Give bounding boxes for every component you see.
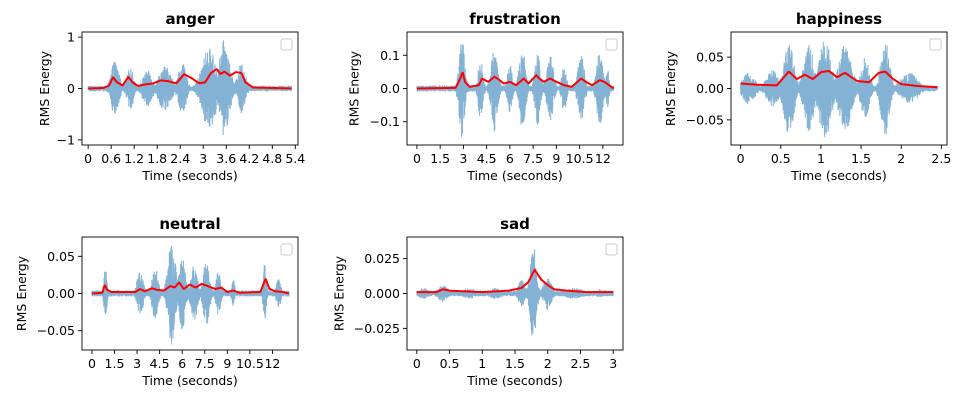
x-tick-label: 6 [178,356,186,371]
rms-line [91,278,290,295]
rms-line [416,268,614,294]
waveform-series [91,245,290,345]
x-tick-label: 2 [897,151,905,166]
subplot-title: happiness [796,10,882,28]
rms-line [740,69,938,89]
y-tick-label: 0.00 [47,286,75,301]
x-tick-label: 1.5 [851,151,871,166]
x-tick-label: 0.5 [771,151,791,166]
x-axis-label: Time (seconds) [466,168,562,183]
x-tick-label: 4.2 [239,151,259,166]
x-axis-label: Time (seconds) [790,168,886,183]
y-axis-label: RMS Energy [14,255,29,331]
legend-box [605,243,618,256]
x-tick-label: 3 [133,356,141,371]
x-tick-label: 4.5 [150,356,170,371]
x-tick-label: 0 [737,151,745,166]
x-tick-label: 6 [506,151,514,166]
x-tick-label: 7.5 [523,151,543,166]
subplot-frustration: 0 1.5 3 4.5 6 7.5 9 10.5 12 −0.1 0.0 0.1 frustration… [347,10,624,183]
rms-line [87,68,292,90]
x-axis-label: Time (seconds) [466,373,562,388]
x-tick-label: 2.5 [571,356,591,371]
y-tick-label: 1 [67,30,75,45]
y-tick-label: 0.05 [696,50,724,65]
subplot-neutral: 0 1.5 3 4.5 6 7.5 9 10.5 12 −0.05 0.00 0.05 neutral T… [14,215,299,388]
x-tick-label: 1.5 [430,151,450,166]
legend-box [280,243,293,256]
x-tick-label: 2 [544,356,552,371]
subplot-title: sad [500,215,530,233]
subplot-title: frustration [469,10,561,28]
y-tick-label: 0.000 [364,286,400,301]
x-tick-label: 1.8 [147,151,167,166]
x-tick-label: 5.4 [285,151,305,166]
x-tick-label: 12 [264,356,280,371]
subplot-title: anger [165,10,215,28]
x-axis-label: Time (seconds) [141,168,237,183]
x-tick-label: 9 [223,356,231,371]
x-axis-label: Time (seconds) [141,373,237,388]
x-tick-label: 9 [552,151,560,166]
x-tick-label: 1 [817,151,825,166]
rms-line [416,71,615,90]
subplot-title: neutral [159,215,220,233]
x-tick-label: 0 [84,151,92,166]
x-tick-label: 1.5 [505,356,525,371]
y-tick-label: 0 [67,81,75,96]
x-tick-label: 0.5 [440,356,460,371]
x-tick-label: 0 [413,356,421,371]
x-tick-label: 1.2 [124,151,144,166]
y-axis-label: RMS Energy [331,255,346,331]
legend-box [929,38,942,51]
y-tick-label: −0.05 [37,323,75,338]
waveform-series [740,41,938,138]
x-tick-label: 0 [88,356,96,371]
y-tick-label: −0.025 [354,321,400,336]
x-tick-label: 10.5 [236,356,264,371]
subplot-anger: 0 0.6 1.2 1.8 2.4 3 3.6 4.2 4.8 5.4 −1 0 1 anger Time … [37,10,305,183]
y-tick-label: 0.00 [696,81,724,96]
x-tick-label: 3 [459,151,467,166]
x-tick-label: 4.5 [477,151,497,166]
y-tick-label: −0.1 [370,114,400,129]
y-axis-label: RMS Energy [37,50,52,126]
y-axis-label: RMS Energy [663,50,678,126]
x-tick-label: 3 [609,356,617,371]
subplot-happiness: 0 0.5 1 1.5 2 2.5 −0.05 0.00 0.05 happiness Time (… [663,10,951,183]
plot-area [416,44,615,138]
y-tick-label: −1 [57,132,75,147]
plot-area [740,41,938,138]
plot-area [91,245,290,345]
x-tick-label: 2.5 [931,151,951,166]
x-tick-label: 12 [595,151,611,166]
y-tick-label: 0.05 [47,249,75,264]
y-tick-label: 0.0 [380,81,400,96]
waveform-series [416,44,615,138]
x-tick-label: 0.6 [101,151,121,166]
x-tick-label: 10.5 [566,151,594,166]
x-tick-label: 1.5 [105,356,125,371]
x-tick-label: 2.4 [170,151,190,166]
x-tick-label: 4.8 [262,151,282,166]
y-tick-label: 0.025 [364,251,400,266]
subplot-sad: 0 0.5 1 1.5 2 2.5 3 −0.025 0.000 0.025 sad Time (se… [331,215,624,388]
x-tick-label: 1 [478,356,486,371]
plot-area [87,40,292,136]
y-tick-label: −0.05 [686,112,724,127]
y-tick-label: 0.1 [380,48,400,63]
y-axis-label: RMS Energy [347,50,362,126]
legend-box [605,38,618,51]
x-tick-label: 0 [413,151,421,166]
x-tick-label: 7.5 [195,356,215,371]
plot-area [416,249,614,336]
x-tick-label: 3 [199,151,207,166]
legend-box [280,38,293,51]
x-tick-label: 3.6 [216,151,236,166]
